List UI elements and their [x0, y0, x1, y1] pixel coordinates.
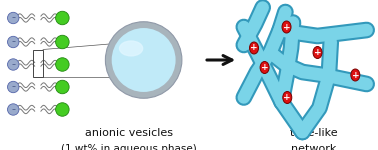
Ellipse shape: [8, 81, 19, 93]
Text: +: +: [352, 70, 359, 80]
Ellipse shape: [8, 12, 19, 24]
Ellipse shape: [282, 21, 291, 33]
Ellipse shape: [8, 59, 19, 70]
Ellipse shape: [111, 27, 177, 93]
Ellipse shape: [56, 103, 69, 116]
Ellipse shape: [8, 36, 19, 48]
Text: −: −: [11, 39, 15, 45]
Ellipse shape: [56, 35, 69, 49]
Ellipse shape: [283, 92, 292, 104]
Text: tube-like: tube-like: [290, 129, 338, 138]
Text: −: −: [11, 84, 15, 90]
Text: +: +: [250, 44, 258, 52]
Text: (1 wt% in aqueous phase): (1 wt% in aqueous phase): [60, 144, 197, 150]
Ellipse shape: [119, 41, 143, 56]
Ellipse shape: [351, 69, 360, 81]
Bar: [33, 50, 43, 76]
Text: −: −: [11, 15, 15, 21]
Text: +: +: [261, 63, 268, 72]
Text: +: +: [314, 48, 321, 57]
Ellipse shape: [56, 11, 69, 25]
Ellipse shape: [313, 46, 322, 58]
Ellipse shape: [8, 104, 19, 115]
Text: anionic vesicles: anionic vesicles: [85, 129, 172, 138]
Text: −: −: [11, 107, 15, 112]
Ellipse shape: [249, 42, 259, 54]
Text: network: network: [291, 144, 336, 150]
Text: +: +: [283, 22, 290, 32]
Text: −: −: [11, 62, 15, 67]
Text: +: +: [284, 93, 291, 102]
Ellipse shape: [105, 22, 182, 98]
Ellipse shape: [260, 61, 269, 74]
Ellipse shape: [56, 58, 69, 71]
Ellipse shape: [56, 80, 69, 94]
